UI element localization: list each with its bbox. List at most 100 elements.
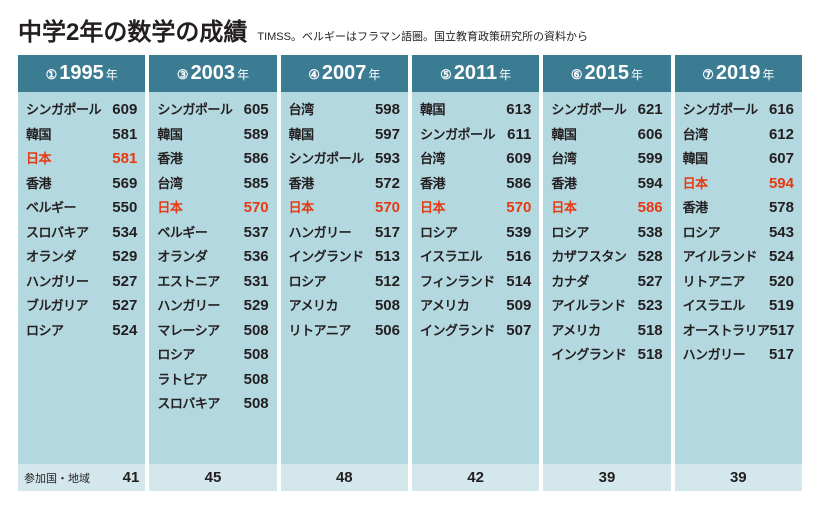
country-name: 台湾: [289, 103, 314, 117]
country-name: ハンガリー: [157, 299, 220, 313]
year-column: ③2003年シンガポール605韓国589香港586台湾585日本570ベルギー5…: [149, 55, 276, 491]
year-circle: ⑤: [440, 67, 452, 83]
country-name: 日本: [683, 177, 708, 191]
score-value: 508: [244, 347, 269, 364]
table-row: マレーシア 508: [155, 319, 270, 344]
table-row: カザフスタン528: [549, 245, 664, 270]
table-row: 香港572: [287, 172, 402, 197]
year-circle: ④: [308, 67, 320, 83]
table-row: 香港586: [418, 172, 533, 197]
country-name: イスラエル: [420, 250, 482, 264]
table-row: 香港594: [549, 172, 664, 197]
table-row: ハンガリー517: [287, 221, 402, 246]
country-name: ロシア: [26, 324, 64, 338]
table-row: 日本581: [24, 147, 139, 172]
country-name: マレーシア: [157, 324, 219, 338]
score-value: 538: [638, 225, 663, 242]
year-column: ⑥2015年シンガポール621韓国606台湾599香港594日本586ロシア53…: [543, 55, 670, 491]
country-name: 香港: [420, 177, 445, 191]
country-name: アイルランド: [551, 299, 625, 313]
table-row: 韓国597: [287, 123, 402, 148]
score-value: 543: [769, 225, 794, 242]
score-value: 570: [506, 200, 531, 217]
country-name: ハンガリー: [683, 348, 746, 362]
score-value: 527: [112, 274, 137, 291]
score-value: 539: [506, 225, 531, 242]
year-circle: ③: [177, 67, 189, 83]
score-value: 578: [769, 200, 794, 217]
country-name: カナダ: [551, 275, 589, 289]
rows-block: シンガポール616台湾612韓国607日本594香港578ロシア543アイルラン…: [675, 92, 802, 464]
score-value: 516: [506, 249, 531, 266]
score-value: 598: [375, 102, 400, 119]
table-row: アメリカ 509: [418, 294, 533, 319]
country-name: スロバキア: [26, 226, 89, 240]
country-name: 台湾: [551, 152, 576, 166]
year-column: ⑦2019年シンガポール616台湾612韓国607日本594香港578ロシア54…: [675, 55, 802, 491]
table-row: シンガポール616: [681, 98, 796, 123]
score-value: 536: [244, 249, 269, 266]
score-value: 508: [244, 396, 269, 413]
country-name: 日本: [26, 152, 51, 166]
country-name: オランダ: [26, 250, 76, 264]
score-value: 527: [112, 298, 137, 315]
table-row: ロシア543: [681, 221, 796, 246]
country-name: ロシア: [289, 275, 327, 289]
score-value: 524: [769, 249, 794, 266]
score-value: 517: [769, 347, 794, 364]
table-row: フィンランド514: [418, 270, 533, 295]
score-value: 586: [244, 151, 269, 168]
table-row: シンガポール609: [24, 98, 139, 123]
table-row: ロシア512: [287, 270, 402, 295]
table-row: アメリカ518: [549, 319, 664, 344]
year-header: ①1995年: [18, 55, 145, 92]
year-header: ⑥2015年: [543, 55, 670, 92]
table-row: エストニア531: [155, 270, 270, 295]
table-row: 日本 570: [287, 196, 402, 221]
rows-block: シンガポール605韓国589香港586台湾585日本570ベルギー537オランダ…: [149, 92, 276, 464]
country-name: アイルランド: [683, 250, 757, 264]
country-name: イングランド: [420, 324, 495, 338]
table-row: ハンガリー 517: [681, 343, 796, 368]
score-value: 586: [638, 200, 663, 217]
score-value: 509: [506, 298, 531, 315]
score-value: 517: [770, 323, 795, 340]
year-number: 1995: [59, 62, 104, 85]
rows-block: シンガポール609韓国581日本581香港569ベルギー550スロバキア534オ…: [18, 92, 145, 464]
table-row: 日本586: [549, 196, 664, 221]
country-name: 日本: [289, 201, 314, 215]
score-value: 527: [638, 274, 663, 291]
table-row: 韓国589: [155, 123, 270, 148]
score-value: 508: [244, 323, 269, 340]
country-name: オーストラリア: [683, 324, 770, 338]
score-value: 524: [112, 323, 137, 340]
rows-block: 台湾598韓国597シンガポール593香港572日本570ハンガリー517イング…: [281, 92, 408, 464]
table-row: 香港569: [24, 172, 139, 197]
rows-block: 韓国613シンガポール611台湾609香港586日本570ロシア539イスラエル…: [412, 92, 539, 464]
table-row: 台湾 599: [549, 147, 664, 172]
footer-label: 参加国・地域: [24, 470, 90, 486]
score-value: 506: [375, 323, 400, 340]
table-row: ハンガリー529: [155, 294, 270, 319]
table-row: オランダ529: [24, 245, 139, 270]
country-name: スロバキア: [157, 397, 220, 411]
participants-count: 39: [599, 469, 616, 486]
score-value: 609: [112, 102, 137, 119]
country-name: エストニア: [157, 275, 220, 289]
table-row: アイルランド523: [549, 294, 664, 319]
table-row: イングランド518: [549, 343, 664, 368]
score-value: 570: [375, 200, 400, 217]
country-name: 韓国: [683, 152, 708, 166]
column-footer: 42: [412, 464, 539, 491]
country-name: 日本: [157, 201, 182, 215]
country-name: 香港: [289, 177, 314, 191]
score-value: 599: [638, 151, 663, 168]
table-row: 香港578: [681, 196, 796, 221]
country-name: アメリカ: [420, 299, 469, 313]
table-row: オランダ536: [155, 245, 270, 270]
table-row: 台湾612: [681, 123, 796, 148]
year-suffix: 年: [106, 66, 118, 83]
table-row: ロシア539: [418, 221, 533, 246]
country-name: 韓国: [26, 128, 51, 142]
table-row: シンガポール605: [155, 98, 270, 123]
